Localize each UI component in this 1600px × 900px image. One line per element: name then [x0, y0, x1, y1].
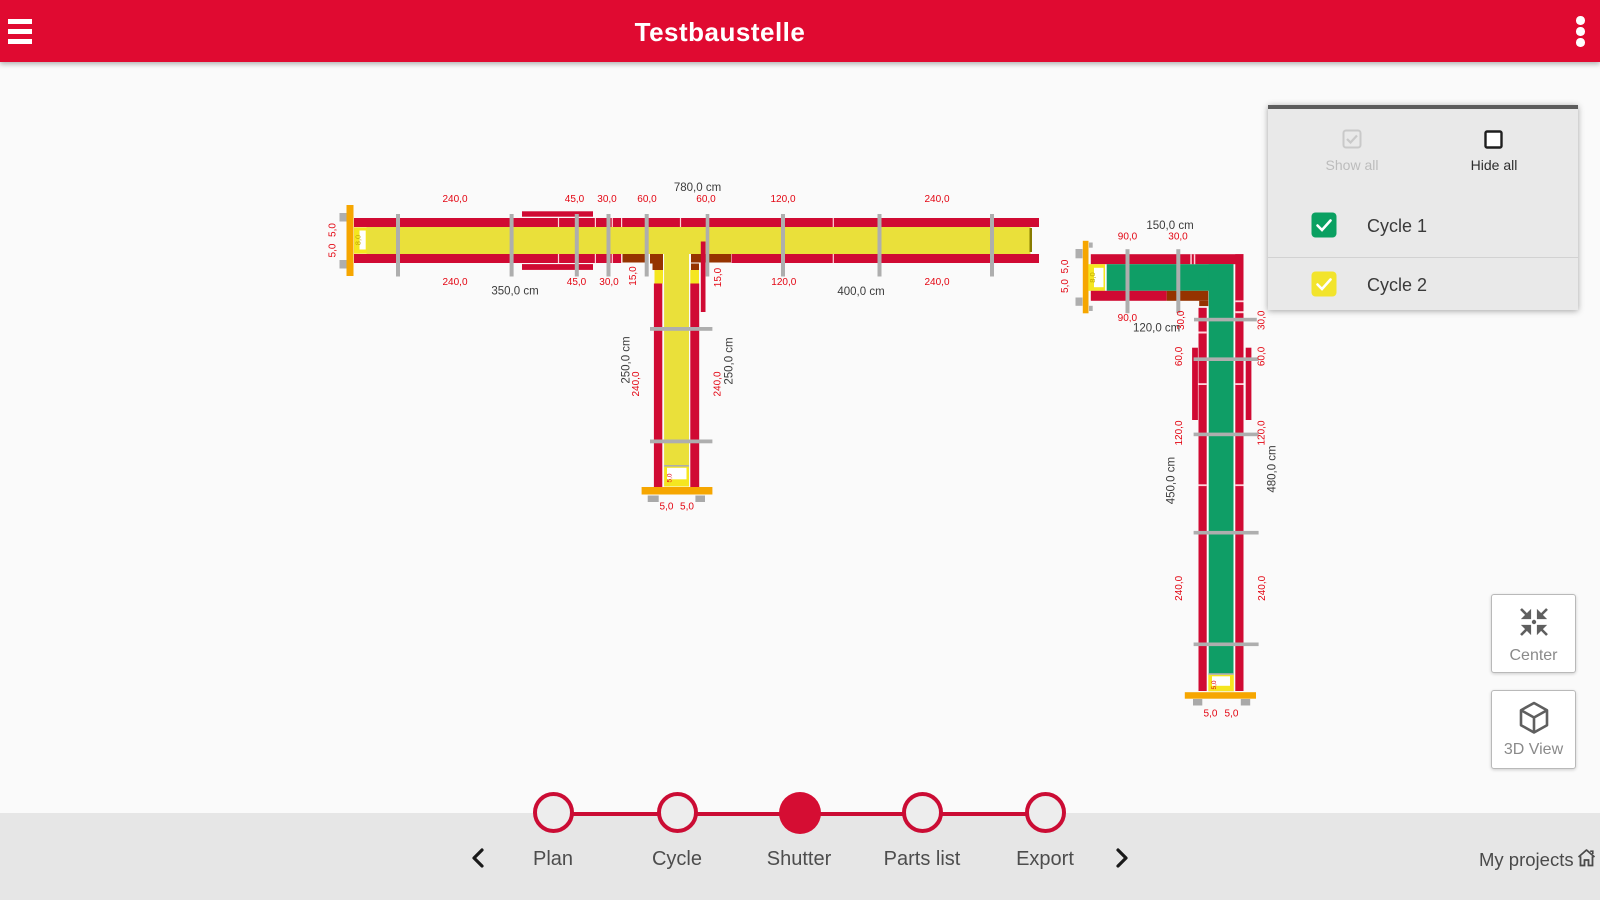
svg-text:120,0: 120,0: [771, 277, 796, 288]
svg-text:5,0: 5,0: [1060, 259, 1071, 273]
svg-text:5,0: 5,0: [1211, 680, 1218, 689]
svg-text:480,0 cm: 480,0 cm: [1267, 445, 1279, 492]
svg-text:30,0: 30,0: [1257, 310, 1268, 330]
svg-text:240,0: 240,0: [712, 371, 723, 396]
svg-text:30,0: 30,0: [1176, 310, 1187, 330]
svg-text:350,0 cm: 350,0 cm: [491, 286, 538, 298]
svg-text:240,0: 240,0: [924, 277, 949, 288]
svg-text:240,0: 240,0: [631, 371, 642, 396]
svg-text:240,0: 240,0: [1257, 575, 1268, 600]
svg-text:5,0: 5,0: [667, 473, 674, 482]
svg-text:60,0: 60,0: [696, 194, 716, 205]
svg-text:30,0: 30,0: [1168, 232, 1188, 243]
svg-text:5,0: 5,0: [328, 223, 339, 237]
svg-text:240,0: 240,0: [1174, 575, 1185, 600]
svg-text:450,0 cm: 450,0 cm: [1166, 457, 1178, 504]
svg-text:250,0 cm: 250,0 cm: [621, 336, 633, 383]
svg-text:5,0: 5,0: [1204, 709, 1218, 720]
svg-text:90,0: 90,0: [1118, 313, 1138, 324]
svg-text:30,0: 30,0: [597, 194, 617, 205]
svg-text:15,0: 15,0: [628, 266, 639, 286]
svg-text:5,0: 5,0: [1225, 709, 1239, 720]
svg-text:120,0: 120,0: [1174, 420, 1185, 445]
svg-text:60,0: 60,0: [1174, 346, 1185, 366]
svg-text:60,0: 60,0: [637, 194, 657, 205]
svg-text:240,0: 240,0: [924, 194, 949, 205]
svg-text:5,0: 5,0: [328, 243, 339, 257]
svg-text:120,0: 120,0: [770, 194, 795, 205]
svg-text:240,0: 240,0: [442, 194, 467, 205]
svg-text:60,0: 60,0: [1257, 346, 1268, 366]
svg-text:8,0: 8,0: [1088, 272, 1097, 282]
svg-text:400,0 cm: 400,0 cm: [837, 286, 884, 298]
svg-text:45,0: 45,0: [567, 277, 587, 288]
svg-text:150,0 cm: 150,0 cm: [1146, 220, 1193, 232]
svg-text:5,0: 5,0: [660, 502, 674, 513]
svg-text:250,0 cm: 250,0 cm: [723, 337, 735, 384]
svg-text:120,0: 120,0: [1257, 420, 1268, 445]
svg-text:240,0: 240,0: [442, 277, 467, 288]
svg-text:15,0: 15,0: [713, 267, 724, 287]
svg-text:45,0: 45,0: [565, 194, 585, 205]
svg-text:8,0: 8,0: [354, 235, 363, 245]
svg-text:90,0: 90,0: [1118, 232, 1138, 243]
svg-text:30,0: 30,0: [599, 277, 619, 288]
svg-text:5,0: 5,0: [1060, 279, 1071, 293]
svg-text:780,0 cm: 780,0 cm: [674, 182, 721, 194]
svg-text:120,0 cm: 120,0 cm: [1133, 323, 1180, 335]
svg-text:5,0: 5,0: [680, 502, 694, 513]
